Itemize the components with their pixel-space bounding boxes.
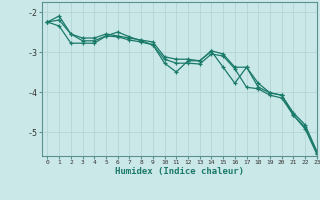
X-axis label: Humidex (Indice chaleur): Humidex (Indice chaleur) — [115, 167, 244, 176]
